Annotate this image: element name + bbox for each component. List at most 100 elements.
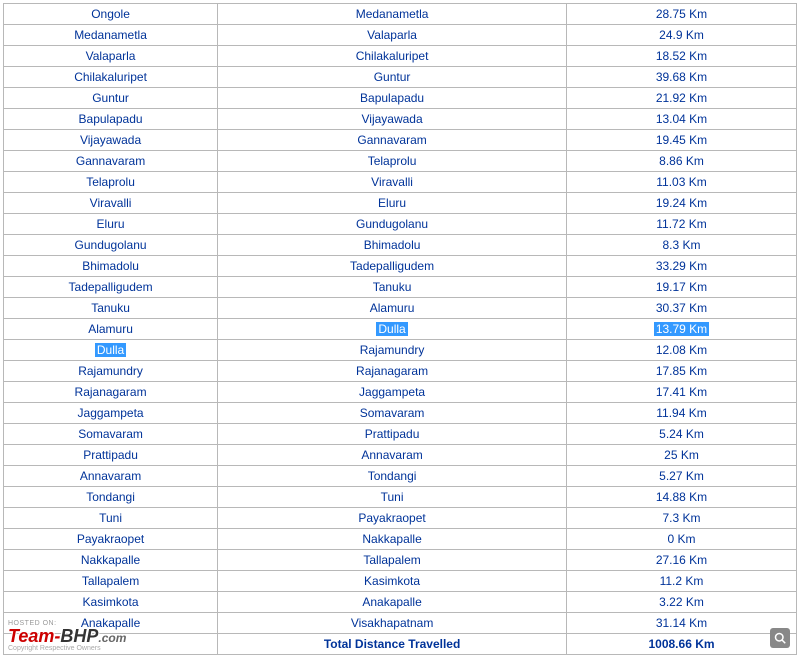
- table-row: EluruGundugolanu11.72 Km: [4, 214, 797, 235]
- table-row: BhimadoluTadepalligudem33.29 Km: [4, 256, 797, 277]
- cell-to[interactable]: Dulla: [218, 319, 567, 340]
- cell-from[interactable]: Prattipadu: [4, 445, 218, 466]
- cell-from[interactable]: Viravalli: [4, 193, 218, 214]
- table-row: AnnavaramTondangi5.27 Km: [4, 466, 797, 487]
- cell-from[interactable]: Dulla: [4, 340, 218, 361]
- cell-to[interactable]: Vijayawada: [218, 109, 567, 130]
- cell-distance: 11.2 Km: [567, 571, 797, 592]
- table-row: BapulapaduVijayawada13.04 Km: [4, 109, 797, 130]
- cell-distance: 19.45 Km: [567, 130, 797, 151]
- cell-to[interactable]: Tanuku: [218, 277, 567, 298]
- table-row: RajamundryRajanagaram17.85 Km: [4, 361, 797, 382]
- cell-distance: 27.16 Km: [567, 550, 797, 571]
- cell-from[interactable]: Telaprolu: [4, 172, 218, 193]
- cell-from[interactable]: Guntur: [4, 88, 218, 109]
- distance-table-body: OngoleMedanametla28.75 KmMedanametlaVala…: [4, 4, 797, 655]
- table-row: OngoleMedanametla28.75 Km: [4, 4, 797, 25]
- cell-from[interactable]: Anakapalle: [4, 613, 218, 634]
- cell-to[interactable]: Bhimadolu: [218, 235, 567, 256]
- cell-from[interactable]: Bapulapadu: [4, 109, 218, 130]
- cell-from[interactable]: Tadepalligudem: [4, 277, 218, 298]
- cell-to[interactable]: Anakapalle: [218, 592, 567, 613]
- table-row: TanukuAlamuru30.37 Km: [4, 298, 797, 319]
- cell-from[interactable]: Jaggampeta: [4, 403, 218, 424]
- cell-to[interactable]: Guntur: [218, 67, 567, 88]
- cell-to[interactable]: Gundugolanu: [218, 214, 567, 235]
- cell-distance: 5.24 Km: [567, 424, 797, 445]
- cell-from[interactable]: Tondangi: [4, 487, 218, 508]
- cell-from[interactable]: Nakkapalle: [4, 550, 218, 571]
- cell-to[interactable]: Visakhapatnam: [218, 613, 567, 634]
- cell-distance: 8.3 Km: [567, 235, 797, 256]
- magnify-button[interactable]: [770, 628, 790, 648]
- cell-to[interactable]: Nakkapalle: [218, 529, 567, 550]
- cell-distance: 11.03 Km: [567, 172, 797, 193]
- cell-distance: 39.68 Km: [567, 67, 797, 88]
- table-row: MedanametlaValaparla24.9 Km: [4, 25, 797, 46]
- cell-to[interactable]: Medanametla: [218, 4, 567, 25]
- cell-distance: 0 Km: [567, 529, 797, 550]
- cell-to[interactable]: Rajanagaram: [218, 361, 567, 382]
- cell-to[interactable]: Jaggampeta: [218, 382, 567, 403]
- cell-to[interactable]: Kasimkota: [218, 571, 567, 592]
- cell-from[interactable]: Rajamundry: [4, 361, 218, 382]
- cell-from[interactable]: Bhimadolu: [4, 256, 218, 277]
- cell-from[interactable]: Eluru: [4, 214, 218, 235]
- cell-from[interactable]: Vijayawada: [4, 130, 218, 151]
- cell-distance: 7.3 Km: [567, 508, 797, 529]
- table-row: VijayawadaGannavaram19.45 Km: [4, 130, 797, 151]
- cell-from[interactable]: Gannavaram: [4, 151, 218, 172]
- cell-distance: 13.79 Km: [567, 319, 797, 340]
- table-row: PayakraopetNakkapalle0 Km: [4, 529, 797, 550]
- table-row: KasimkotaAnakapalle3.22 Km: [4, 592, 797, 613]
- cell-to[interactable]: Eluru: [218, 193, 567, 214]
- cell-to[interactable]: Somavaram: [218, 403, 567, 424]
- table-row: TadepalligudemTanuku19.17 Km: [4, 277, 797, 298]
- table-row: ViravalliEluru19.24 Km: [4, 193, 797, 214]
- cell-from[interactable]: Medanametla: [4, 25, 218, 46]
- cell-to[interactable]: Valaparla: [218, 25, 567, 46]
- cell-from[interactable]: Somavaram: [4, 424, 218, 445]
- table-row: AnakapalleVisakhapatnam31.14 Km: [4, 613, 797, 634]
- cell-from[interactable]: Ongole: [4, 4, 218, 25]
- table-row: ValaparlaChilakaluripet18.52 Km: [4, 46, 797, 67]
- table-row: TallapalemKasimkota11.2 Km: [4, 571, 797, 592]
- table-row: TondangiTuni14.88 Km: [4, 487, 797, 508]
- cell-to[interactable]: Payakraopet: [218, 508, 567, 529]
- cell-from[interactable]: Tanuku: [4, 298, 218, 319]
- table-row: JaggampetaSomavaram11.94 Km: [4, 403, 797, 424]
- cell-to[interactable]: Bapulapadu: [218, 88, 567, 109]
- cell-distance: 13.04 Km: [567, 109, 797, 130]
- cell-from[interactable]: Payakraopet: [4, 529, 218, 550]
- cell-to[interactable]: Annavaram: [218, 445, 567, 466]
- cell-from[interactable]: Gundugolanu: [4, 235, 218, 256]
- cell-to[interactable]: Tadepalligudem: [218, 256, 567, 277]
- cell-to[interactable]: Chilakaluripet: [218, 46, 567, 67]
- cell-from[interactable]: Chilakaluripet: [4, 67, 218, 88]
- cell-from[interactable]: Kasimkota: [4, 592, 218, 613]
- cell-distance: 14.88 Km: [567, 487, 797, 508]
- cell-distance: 12.08 Km: [567, 340, 797, 361]
- cell-to[interactable]: Telaprolu: [218, 151, 567, 172]
- cell-to[interactable]: Rajamundry: [218, 340, 567, 361]
- table-row: DullaRajamundry12.08 Km: [4, 340, 797, 361]
- cell-to[interactable]: Viravalli: [218, 172, 567, 193]
- cell-distance: 31.14 Km: [567, 613, 797, 634]
- cell-to[interactable]: Prattipadu: [218, 424, 567, 445]
- cell-from[interactable]: Annavaram: [4, 466, 218, 487]
- cell-from[interactable]: Rajanagaram: [4, 382, 218, 403]
- cell-from[interactable]: Valaparla: [4, 46, 218, 67]
- cell-to[interactable]: Gannavaram: [218, 130, 567, 151]
- cell-total-value: 1008.66 Km: [567, 634, 797, 655]
- distance-table: OngoleMedanametla28.75 KmMedanametlaVala…: [3, 3, 797, 655]
- cell-from[interactable]: Tallapalem: [4, 571, 218, 592]
- cell-from[interactable]: Tuni: [4, 508, 218, 529]
- cell-to[interactable]: Tuni: [218, 487, 567, 508]
- cell-total-empty: [4, 634, 218, 655]
- table-row: GunturBapulapadu21.92 Km: [4, 88, 797, 109]
- cell-from[interactable]: Alamuru: [4, 319, 218, 340]
- cell-distance: 11.72 Km: [567, 214, 797, 235]
- cell-to[interactable]: Alamuru: [218, 298, 567, 319]
- cell-to[interactable]: Tallapalem: [218, 550, 567, 571]
- cell-to[interactable]: Tondangi: [218, 466, 567, 487]
